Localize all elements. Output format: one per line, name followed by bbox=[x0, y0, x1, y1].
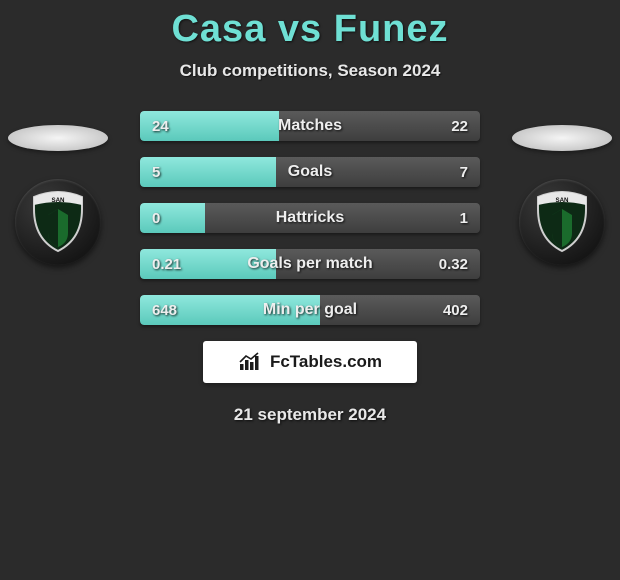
brand-text: FcTables.com bbox=[270, 352, 382, 372]
shield-icon: SAN bbox=[534, 191, 590, 253]
shield-icon: SAN bbox=[30, 191, 86, 253]
stat-row: 5Goals7 bbox=[140, 157, 480, 187]
left-placeholder-ellipse bbox=[8, 125, 108, 151]
stat-right-value: 7 bbox=[460, 164, 468, 181]
comparison-panel: SAN SAN 24Matches22 5Goals7 0Hattricks1 0.2… bbox=[0, 111, 620, 425]
chart-icon bbox=[238, 352, 264, 372]
stat-label: Goals per match bbox=[140, 255, 480, 273]
stat-label: Min per goal bbox=[140, 301, 480, 319]
stat-right-value: 1 bbox=[460, 210, 468, 227]
stat-row: 0Hattricks1 bbox=[140, 203, 480, 233]
svg-text:SAN: SAN bbox=[51, 197, 65, 204]
stat-row: 24Matches22 bbox=[140, 111, 480, 141]
svg-text:SAN: SAN bbox=[555, 197, 569, 204]
title-right: Funez bbox=[334, 8, 449, 50]
left-club-badge: SAN bbox=[15, 179, 101, 265]
right-player-column: SAN bbox=[512, 111, 612, 265]
stat-row: 648Min per goal402 bbox=[140, 295, 480, 325]
title-vs: vs bbox=[278, 8, 322, 50]
date-label: 21 september 2024 bbox=[0, 405, 620, 425]
stat-right-value: 22 bbox=[451, 118, 468, 135]
brand-badge[interactable]: FcTables.com bbox=[203, 341, 417, 383]
stat-row: 0.21Goals per match0.32 bbox=[140, 249, 480, 279]
stat-right-value: 0.32 bbox=[439, 256, 468, 273]
stat-right-value: 402 bbox=[443, 302, 468, 319]
right-placeholder-ellipse bbox=[512, 125, 612, 151]
left-player-column: SAN bbox=[8, 111, 108, 265]
subtitle: Club competitions, Season 2024 bbox=[0, 61, 620, 81]
page-title: Casa vs Funez bbox=[0, 0, 620, 51]
stat-bars: 24Matches22 5Goals7 0Hattricks1 0.21Goals p… bbox=[140, 111, 480, 325]
right-club-badge: SAN bbox=[519, 179, 605, 265]
stat-label: Goals bbox=[140, 163, 480, 181]
stat-label: Hattricks bbox=[140, 209, 480, 227]
title-left: Casa bbox=[171, 8, 266, 50]
stat-label: Matches bbox=[140, 117, 480, 135]
